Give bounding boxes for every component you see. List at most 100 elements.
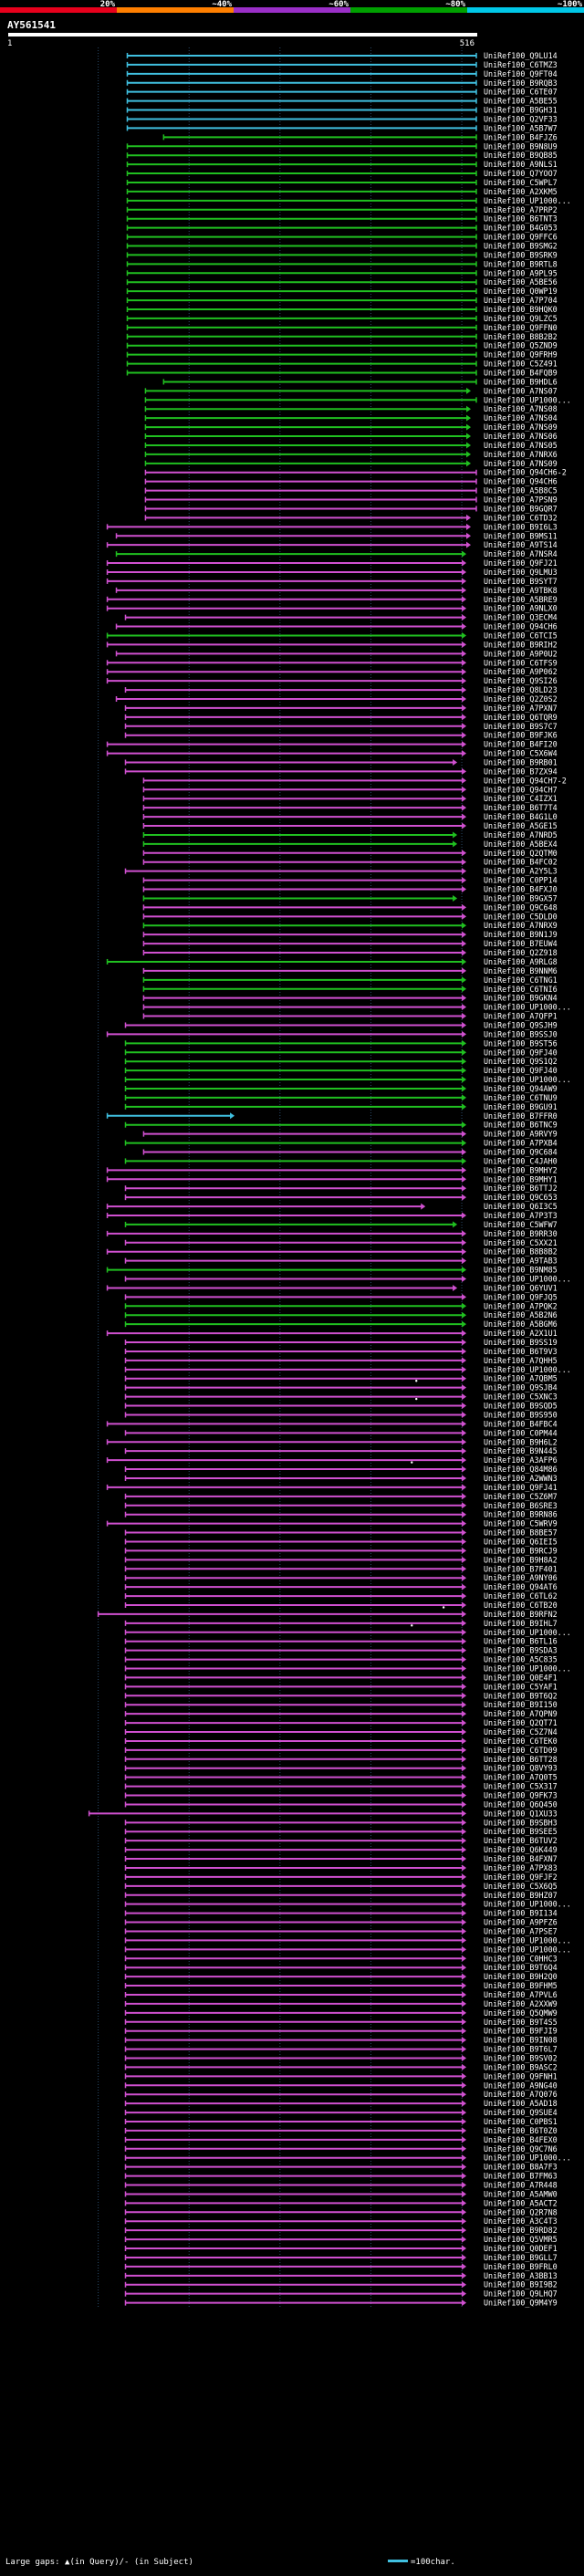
hit-row: UniRef100_Q94CH6 [144,477,558,486]
hit-end-arrow [453,894,458,902]
hit-end-arrow [462,1846,467,1853]
hit-label: UniRef100_C0PP14 [484,876,558,885]
hit-end-arrow [466,514,472,521]
hit-end-arrow [462,1936,467,1944]
hit-label: UniRef100_B9N1J9 [484,930,558,939]
hit-row: UniRef100_C6TNU9 [124,1093,558,1102]
hit-label: UniRef100_A9RLG8 [484,957,558,966]
hit-row: UniRef100_A5AMW0 [124,2189,558,2198]
hit-row: UniRef100_Q94CH7 [142,785,558,794]
hit-label: UniRef100_B6T9V3 [484,1347,558,1356]
hit-label: UniRef100_Q9FFN0 [484,323,558,332]
hit-row: UniRef100_UP1000... [124,1075,571,1084]
hit-row: UniRef100_A7R448 [124,2181,558,2190]
hit-label: UniRef100_B9GX57 [484,893,558,902]
hit-row: UniRef100_A5BEX4 [142,840,558,849]
hit-row: UniRef100_B7ZX94 [124,767,558,776]
hit-label: UniRef100_A9NY06 [484,1573,558,1582]
hit-row: UniRef100_C6TB20 [124,1601,558,1610]
hit-row: UniRef100_Q9FRH9 [126,350,558,360]
hit-label: UniRef100_B9SDA3 [484,1646,558,1655]
hit-label: UniRef100_Q2QTM0 [484,849,558,858]
hit-end-arrow [462,1267,467,1274]
hit-end-arrow [462,1465,467,1473]
hit-end-arrow [462,2009,467,2017]
hit-row: UniRef100_B9FRL0 [124,2262,558,2271]
hit-end-arrow [462,1828,467,1835]
hit-row: UniRef100_A7NS04 [144,413,558,422]
hit-row: UniRef100_B9SBH3 [124,1818,558,1827]
hit-label: UniRef100_B8B2B2 [484,332,558,341]
hit-row: UniRef100_B6T0Z0 [124,2126,558,2135]
hit-label: UniRef100_Q9LZC5 [484,314,558,323]
hit-label: UniRef100_C5WRV9 [484,1519,558,1528]
hit-row: UniRef100_A7QFP1 [142,1012,558,1021]
hit-end-arrow [466,423,472,431]
hit-end-arrow [462,1638,467,1645]
hit-end-arrow [462,1583,467,1590]
hit-row: UniRef100_Q9S1Q2 [124,1057,558,1066]
hit-label: UniRef100_Q9C684 [484,1147,558,1156]
hit-end-arrow [462,2290,467,2298]
hit-end-arrow [462,813,467,820]
hit-end-arrow [462,1257,467,1265]
hit-label: UniRef100_A7NS05 [484,441,558,450]
hit-row: UniRef100_A7QPN9 [124,1709,558,1718]
hit-end-arrow [462,1184,467,1192]
hit-row: UniRef100_A7NS08 [144,404,558,413]
hit-row: UniRef100_A2WWN3 [124,1474,558,1483]
hit-end-arrow [462,2236,467,2243]
hit-row: UniRef100_B9T6Q4 [124,1963,558,1972]
hit-label: UniRef100_A5C835 [484,1655,558,1664]
hit-row: UniRef100_A5BRE9 [106,595,558,604]
hit-label: UniRef100_B6TL16 [484,1637,558,1646]
hit-label: UniRef100_B9GKN4 [484,994,558,1003]
hit-row: UniRef100_C0PP14 [142,876,558,885]
hit-label: UniRef100_B6TT28 [484,1755,558,1764]
hit-end-arrow [462,1330,467,1337]
hit-row: UniRef100_A7P3T3 [106,1211,558,1220]
hit-end-arrow [462,1982,467,1989]
hit-row: UniRef100_B9RIH2 [106,640,558,649]
hit-end-arrow [462,1629,467,1636]
hit-end-arrow [462,1556,467,1563]
hit-label: UniRef100_Q94CH6-2 [484,468,567,477]
hit-end-arrow [462,1456,467,1464]
hit-label: UniRef100_A3AFP6 [484,1455,558,1465]
scale-label: ~60% [328,0,349,9]
hit-label: UniRef100_C5XNC3 [484,1392,558,1402]
hit-row: UniRef100_Q9M4Y9 [124,2299,558,2308]
hit-label: UniRef100_A9P0U2 [484,649,558,658]
hit-row: UniRef100_C5X317 [124,1782,558,1791]
hit-label: UniRef100_B9S950 [484,1410,558,1419]
hit-end-arrow [462,631,467,639]
hit-row: UniRef100_Q5QMW9 [124,2008,558,2018]
hit-label: UniRef100_UP1000... [484,1628,571,1637]
hit-label: UniRef100_Q2VF33 [484,114,558,123]
hit-label: UniRef100_Q9FJ21 [484,558,558,568]
hit-row: UniRef100_A7NS09 [144,422,558,432]
hit-end-arrow [462,922,467,929]
hit-end-arrow [462,605,467,612]
hit-row: UniRef100_B9GU91 [124,1102,558,1111]
hit-label: UniRef100_B9T6L7 [484,2045,558,2054]
hit-row: UniRef100_A7NS05 [144,441,558,450]
hit-label: UniRef100_B9RN86 [484,1510,558,1519]
hit-row: UniRef100_A7NRX9 [142,921,558,930]
hit-end-arrow [462,877,467,884]
hit-row: UniRef100_A9P0U2 [115,649,558,658]
hit-end-arrow [462,1710,467,1717]
hit-end-arrow [462,786,467,793]
hit-label: UniRef100_A7R448 [484,2181,558,2190]
hit-row: UniRef100_UP1000... [124,1664,571,1674]
hit-row: UniRef100_A7PQK2 [124,1301,558,1310]
hit-end-arrow [462,868,467,875]
hit-row: UniRef100_B9MS11 [115,531,558,540]
hit-end-arrow [462,550,467,558]
hit-label: UniRef100_A7NS07 [484,386,558,395]
hit-row: UniRef100_UP1000... [124,1945,571,1954]
hit-label: UniRef100_Q9C648 [484,902,558,912]
hit-label: UniRef100_A7NRD5 [484,830,558,840]
hit-end-arrow [462,1719,467,1726]
hit-label: UniRef100_Q9SJH9 [484,1020,558,1029]
